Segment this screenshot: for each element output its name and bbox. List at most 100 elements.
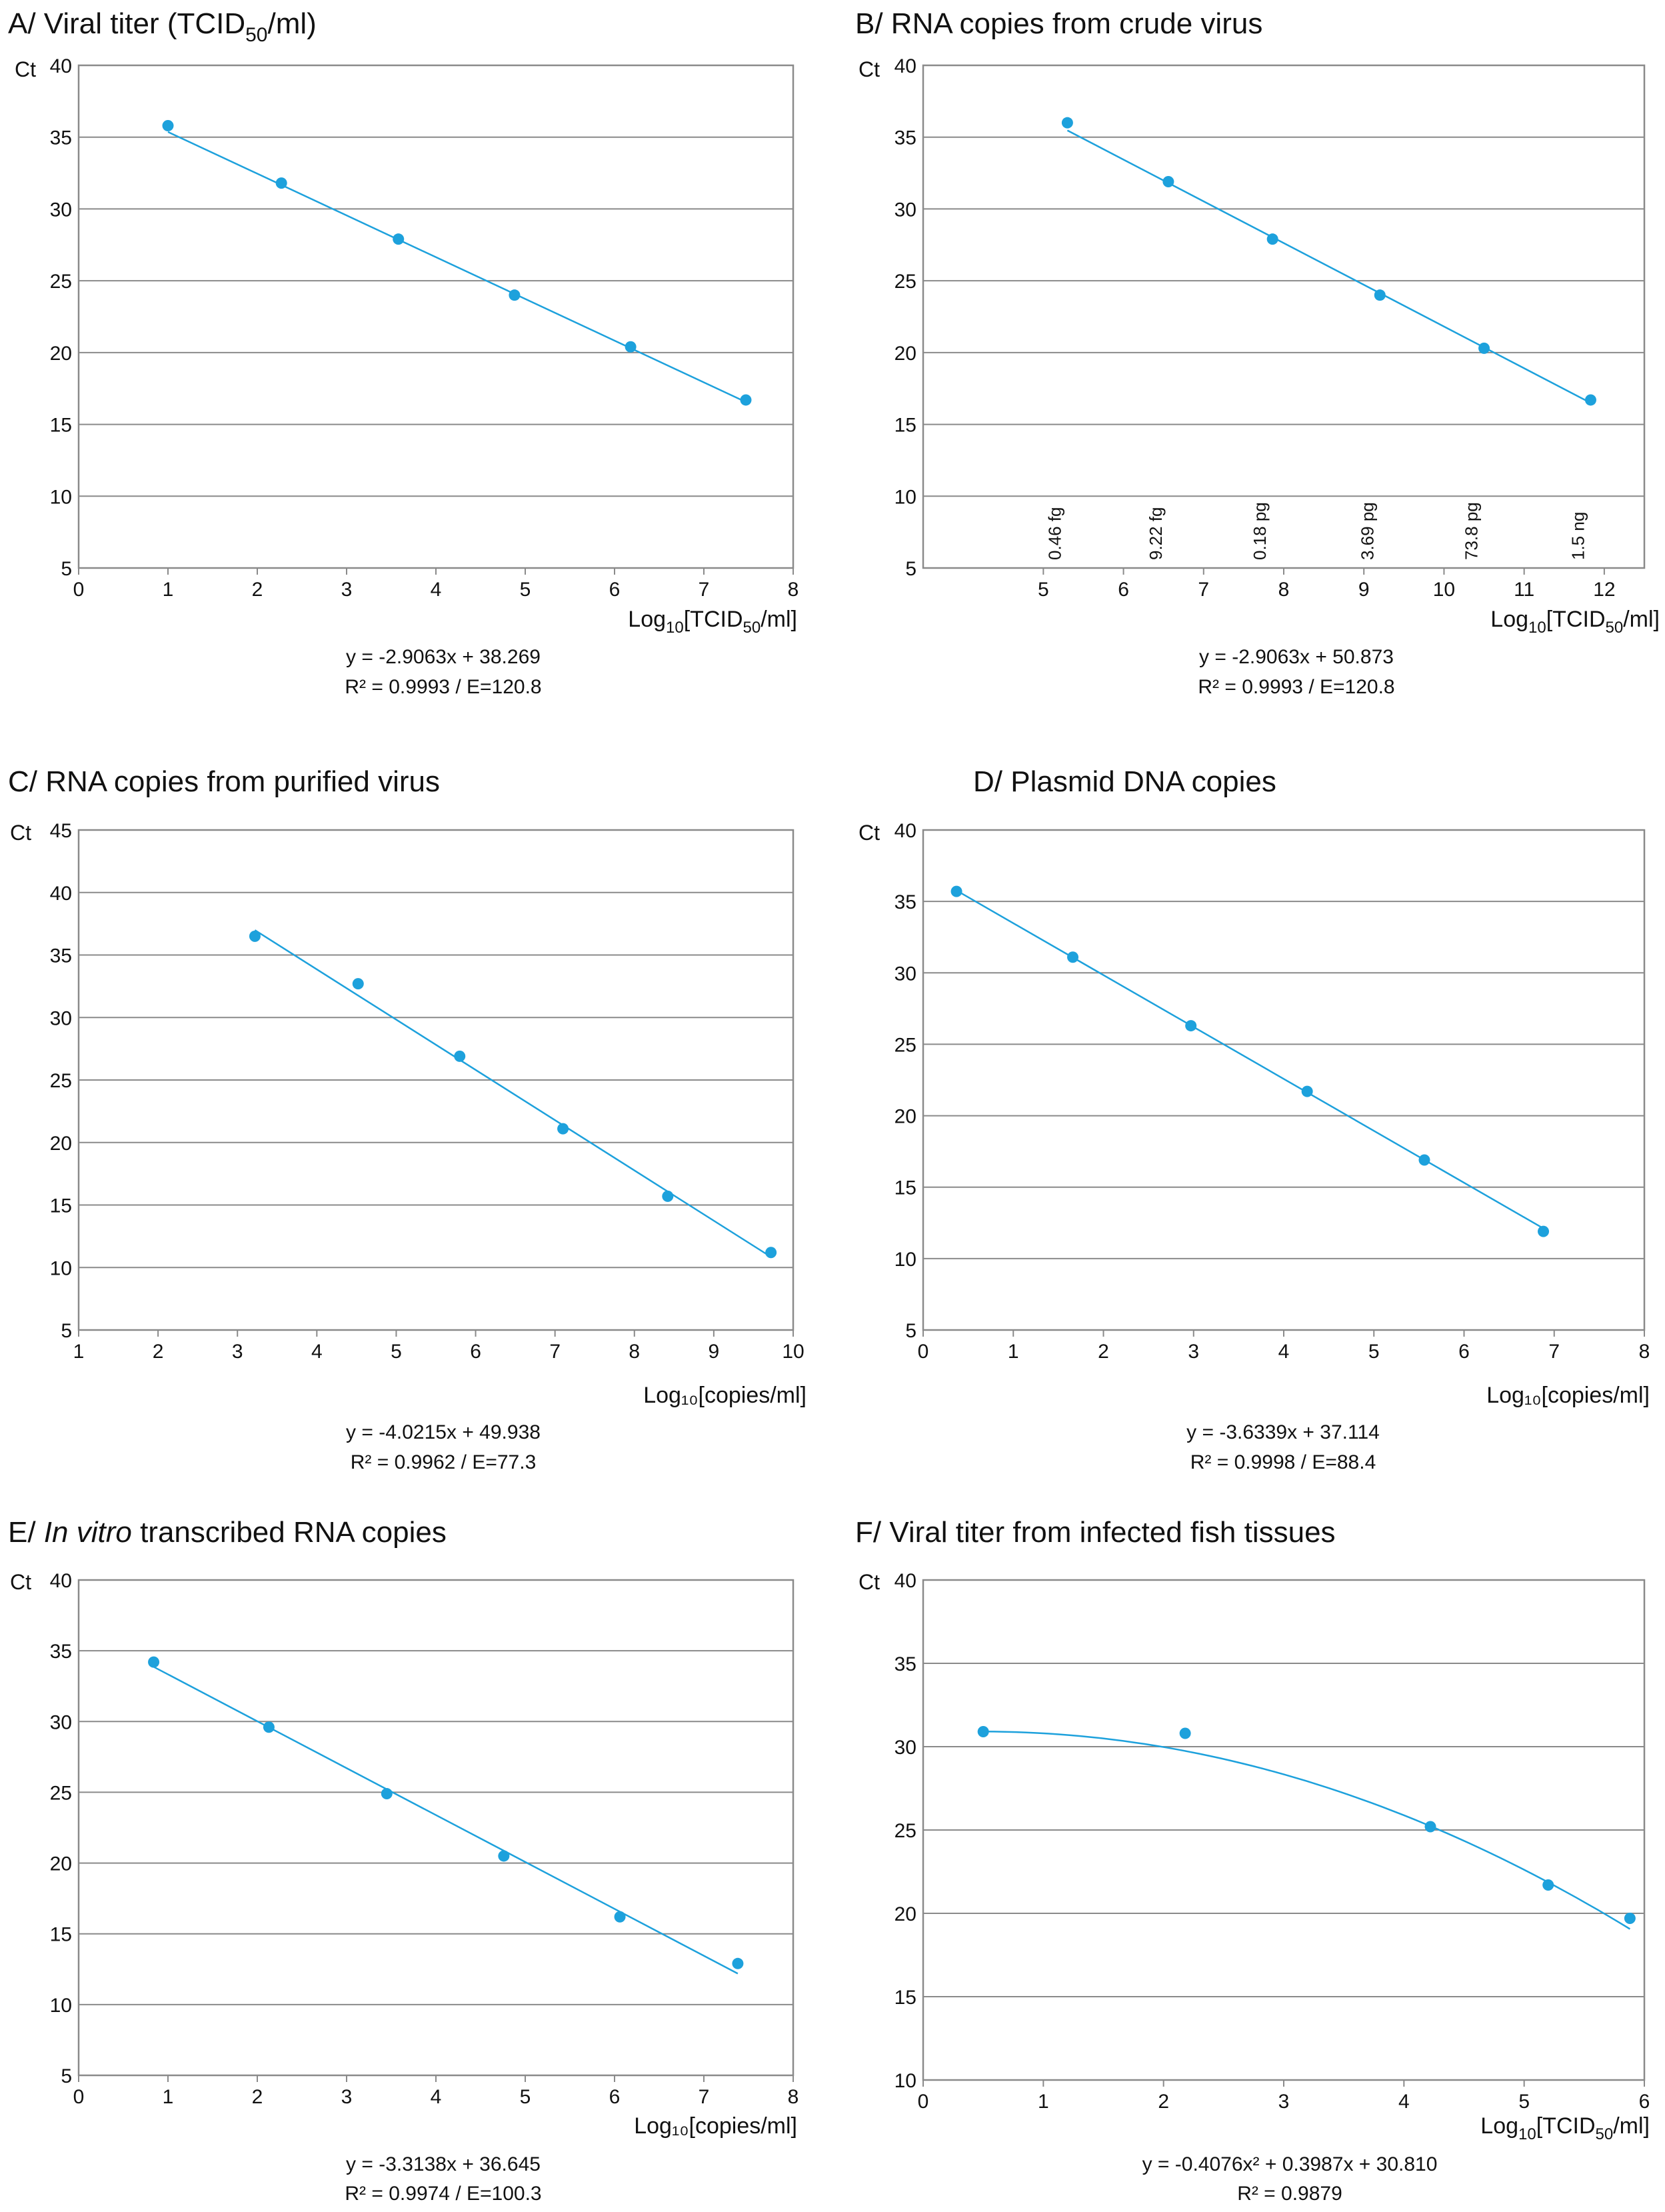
x-tick-label: 7	[699, 579, 710, 601]
data-point	[249, 930, 261, 942]
r-squared-label: R² = 0.9998 / E=88.4	[1190, 1451, 1376, 1473]
x-tick-label: 1	[1008, 1341, 1019, 1363]
x-tick-label: 1	[163, 579, 174, 601]
data-point	[381, 1788, 393, 1800]
x-tick-label: 10	[782, 1341, 804, 1363]
x-tick-label: 12	[1593, 579, 1615, 601]
y-axis-label: Ct	[10, 821, 31, 845]
trendline	[167, 131, 747, 403]
x-axis-label: Log10[TCID50/ml]	[1490, 607, 1660, 637]
x-tick-label: 3	[1188, 1341, 1199, 1363]
y-axis-label: Ct	[858, 821, 880, 845]
x-tick-label: 2	[1158, 2091, 1169, 2113]
x-tick-label: 3	[341, 2086, 353, 2108]
x-tick-label: 7	[1198, 579, 1209, 601]
y-tick-label: 15	[50, 1195, 72, 1217]
chart-title: C/ RNA copies from purified virus	[8, 765, 440, 798]
trendline	[1066, 129, 1592, 404]
x-tick-label: 4	[1278, 1341, 1290, 1363]
chart-title: D/ Plasmid DNA copies	[973, 765, 1276, 798]
y-tick-label: 20	[50, 343, 72, 365]
data-point	[557, 1123, 569, 1135]
regression-equation: y = -3.6339x + 37.114	[1186, 1421, 1380, 1443]
y-axis-label: Ct	[10, 1570, 31, 1594]
y-tick-label: 25	[50, 271, 72, 293]
x-tick-label: 5	[1038, 579, 1049, 601]
y-tick-label: 30	[50, 199, 72, 221]
data-point	[614, 1911, 626, 1923]
x-tick-label: 2	[252, 579, 263, 601]
x-tick-label: 11	[1514, 579, 1534, 601]
regression-equation: y = -0.4076x² + 0.3987x + 30.810	[1142, 2153, 1438, 2175]
x-tick-label: 8	[1639, 1341, 1650, 1363]
data-point	[352, 978, 364, 990]
x-tick-label: 0	[918, 1341, 929, 1363]
y-tick-label: 25	[894, 271, 916, 293]
x-tick-label: 8	[1278, 579, 1290, 601]
x-tick-label: 1	[163, 2086, 174, 2108]
x-tick-label: 3	[341, 579, 353, 601]
x-tick-label: 8	[788, 579, 799, 601]
chart-panel-e: E/ In vitro transcribed RNA copies Ct 5 10 1…	[8, 1516, 799, 2205]
data-point	[950, 885, 962, 897]
regression-equation: y = -2.9063x + 38.269	[346, 646, 541, 668]
data-point	[1418, 1154, 1430, 1166]
x-tick-label: 4	[431, 579, 442, 601]
plot-frame	[922, 64, 1646, 569]
y-tick-label: 35	[50, 945, 72, 967]
y-tick-label: 5	[905, 1320, 916, 1342]
y-tick-label: 20	[894, 343, 916, 365]
y-tick-label: 15	[50, 1924, 72, 1946]
chart-title: E/ In vitro transcribed RNA copies	[8, 1516, 447, 1549]
y-tick-label: 35	[894, 891, 916, 913]
y-tick-label: 25	[50, 1782, 72, 1804]
x-tick-label: 2	[1098, 1341, 1109, 1363]
y-tick-label: 40	[50, 1570, 72, 1592]
x-tick-label: 6	[609, 579, 621, 601]
data-point	[498, 1850, 510, 1862]
x-tick-label: 5	[520, 579, 531, 601]
y-tick-label: 40	[894, 1570, 916, 1592]
data-point	[1624, 1913, 1636, 1924]
chart-title: F/ Viral titer from infected fish tissue…	[855, 1516, 1336, 1549]
y-tick-label: 30	[894, 963, 916, 985]
data-point	[162, 119, 174, 131]
data-point	[1538, 1225, 1550, 1237]
y-axis-label: Ct	[858, 1570, 880, 1594]
y-tick-label: 10	[50, 486, 72, 508]
data-point	[1179, 1727, 1191, 1739]
data-point	[625, 341, 637, 353]
chart-panel-a: A/ Viral titer (TCID50/ml)Ct510152025303…	[8, 7, 799, 698]
x-axis-label: Log₁₀[copies/ml]	[643, 1383, 807, 1408]
data-point	[393, 233, 405, 245]
data-point	[148, 1656, 160, 1668]
x-tick-label: 4	[1398, 2091, 1410, 2113]
data-point	[1584, 394, 1596, 406]
y-tick-label: 35	[894, 127, 916, 149]
y-tick-label: 20	[894, 1106, 916, 1128]
y-tick-label: 5	[61, 558, 72, 580]
trendline	[153, 1666, 739, 1975]
x-tick-label: 10	[1433, 579, 1455, 601]
mass-annotation: 9.22 fg	[1146, 507, 1166, 560]
data-point	[1424, 1821, 1436, 1833]
x-tick-label: 6	[609, 2086, 621, 2108]
y-tick-label: 10	[50, 1995, 72, 2017]
y-tick-label: 5	[905, 558, 916, 580]
data-point	[1301, 1085, 1313, 1097]
x-tick-label: 3	[232, 1341, 243, 1363]
chart-title: B/ RNA copies from crude virus	[855, 7, 1262, 40]
plot-frame	[922, 829, 1646, 1331]
x-tick-label: 5	[1368, 1341, 1380, 1363]
x-axis-label: Log₁₀[copies/ml]	[1486, 1383, 1650, 1408]
data-point	[740, 394, 752, 406]
x-tick-label: 5	[520, 2086, 531, 2108]
y-tick-label: 10	[50, 1257, 72, 1279]
y-tick-label: 25	[894, 1820, 916, 1842]
data-point	[1478, 342, 1490, 354]
x-tick-label: 3	[1278, 2091, 1290, 2113]
r-squared-label: R² = 0.9993 / E=120.8	[1198, 676, 1394, 698]
y-tick-label: 30	[50, 1711, 72, 1733]
